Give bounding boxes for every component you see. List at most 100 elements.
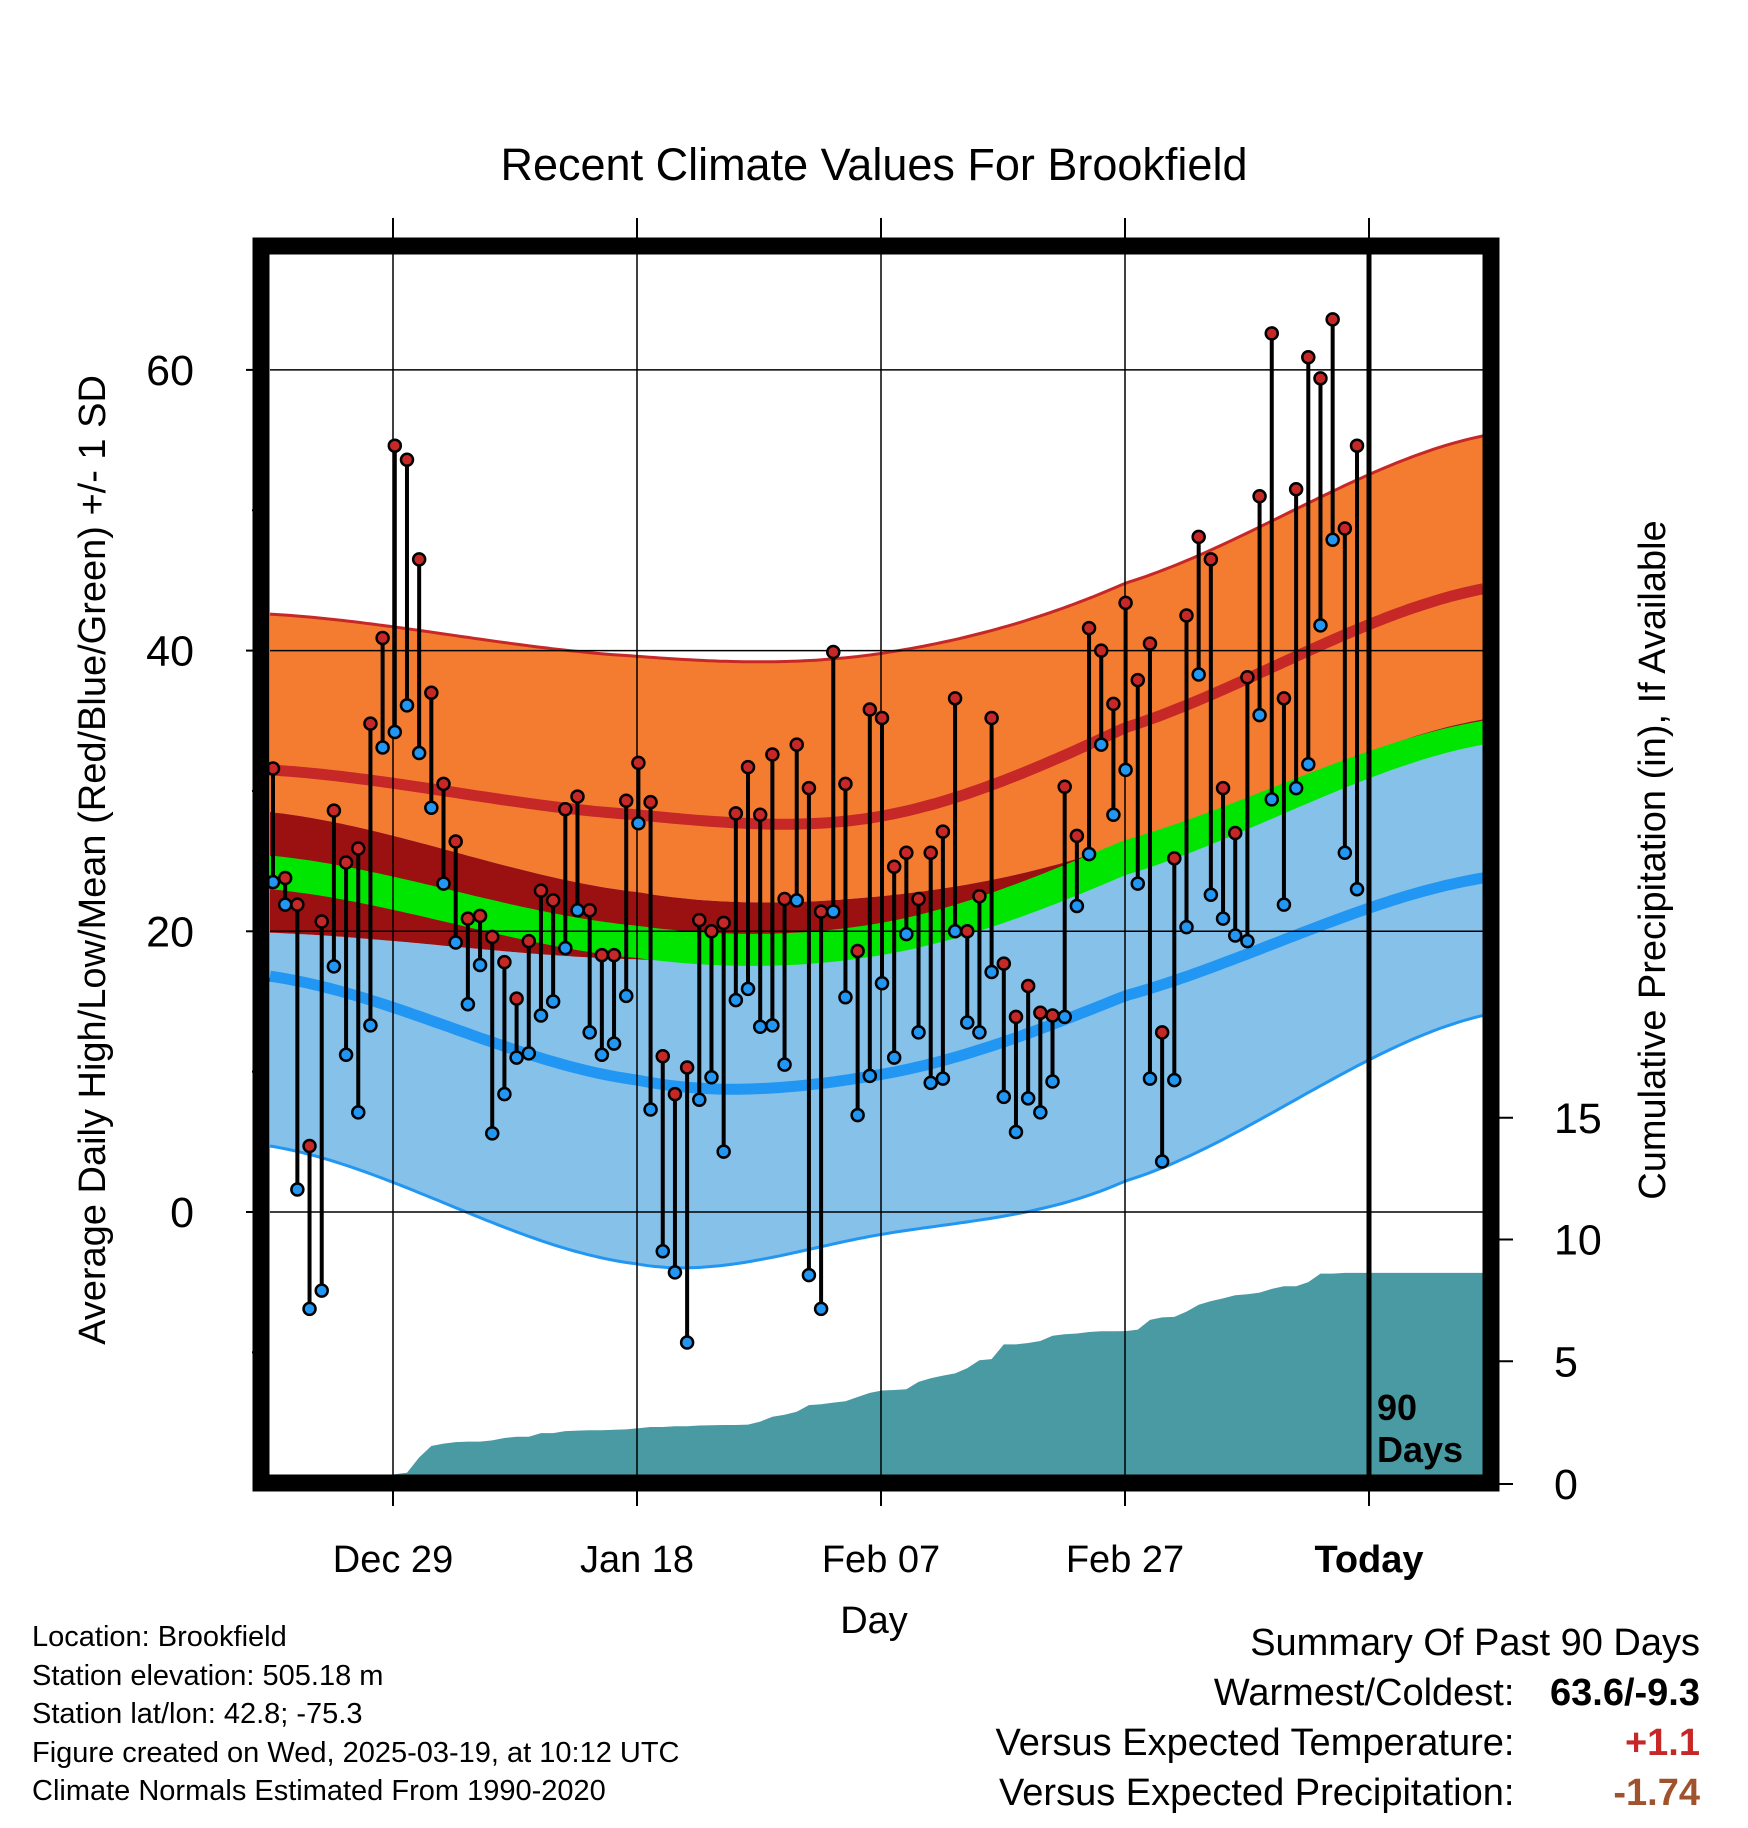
low-point bbox=[436, 876, 451, 891]
precip-row: Versus Expected Precipitation: -1.74 bbox=[996, 1768, 1700, 1818]
summary-panel: Summary Of Past 90 Days Warmest/Coldest:… bbox=[996, 1618, 1700, 1818]
low-point bbox=[1288, 780, 1304, 796]
high-point bbox=[521, 933, 537, 949]
low-point bbox=[424, 800, 439, 816]
location-text: Location: Brookfield bbox=[32, 1621, 287, 1653]
temp-value: +1.1 bbox=[1624, 1722, 1700, 1764]
low-point bbox=[1337, 845, 1353, 860]
low-point bbox=[1240, 933, 1255, 949]
high-point bbox=[1167, 851, 1182, 866]
low-point bbox=[789, 893, 804, 908]
high-point bbox=[399, 452, 415, 467]
high-point bbox=[436, 776, 451, 792]
high-point bbox=[765, 747, 780, 762]
low-point bbox=[314, 1283, 329, 1298]
low-point bbox=[765, 1018, 780, 1033]
x-tick-label: Today bbox=[1314, 1539, 1423, 1581]
low-point bbox=[679, 1335, 695, 1350]
high-point bbox=[387, 438, 403, 453]
warmest-row: Warmest/Coldest: 63.6/-9.3 bbox=[996, 1668, 1700, 1718]
overlap-band bbox=[270, 719, 1483, 963]
normal-high-line bbox=[269, 583, 1485, 830]
low-point bbox=[1325, 532, 1340, 547]
high-point bbox=[972, 888, 987, 904]
high-point bbox=[1191, 529, 1206, 545]
high-point bbox=[777, 891, 792, 907]
low-point bbox=[1227, 928, 1243, 943]
high-point bbox=[533, 883, 549, 898]
high-point bbox=[1179, 608, 1194, 623]
high-point bbox=[886, 859, 902, 874]
low-point bbox=[984, 964, 999, 980]
low-point bbox=[1106, 807, 1121, 823]
high-sd-upper-line bbox=[269, 434, 1484, 664]
low-point bbox=[631, 815, 646, 831]
low-point bbox=[1191, 667, 1206, 682]
high-point bbox=[472, 908, 488, 924]
high-point bbox=[1301, 350, 1316, 365]
low-point bbox=[850, 1107, 865, 1123]
high-point bbox=[1276, 691, 1292, 706]
plot-area bbox=[252, 237, 1500, 1492]
high-point bbox=[1057, 779, 1072, 794]
y-axis-label: Average Daily High/Low/Mean (Red/Blue/Gr… bbox=[72, 375, 114, 1345]
high-point bbox=[1081, 620, 1097, 636]
high-point bbox=[704, 924, 719, 939]
days-marker-label: 90 Days bbox=[1377, 1387, 1463, 1470]
low-point bbox=[399, 698, 415, 713]
low-point bbox=[521, 1046, 537, 1061]
low-point bbox=[716, 1144, 731, 1159]
y2-tick-label: 10 bbox=[1554, 1217, 1602, 1265]
high-point bbox=[716, 915, 731, 931]
high-point bbox=[1093, 643, 1109, 658]
high-point bbox=[1252, 488, 1267, 504]
low-point bbox=[558, 940, 573, 956]
high-point bbox=[448, 834, 463, 849]
high-point bbox=[460, 911, 476, 926]
high-point bbox=[631, 755, 646, 771]
high-point bbox=[509, 991, 524, 1006]
low-point bbox=[1142, 1071, 1158, 1086]
high-point bbox=[1008, 1009, 1024, 1025]
high-point bbox=[874, 710, 890, 726]
low-point bbox=[1118, 762, 1133, 778]
low-point bbox=[1301, 757, 1316, 772]
normal-low-line bbox=[269, 872, 1484, 1095]
high-point bbox=[570, 789, 585, 804]
low-point bbox=[972, 1025, 987, 1040]
y-tick-label: 20 bbox=[146, 908, 194, 956]
high-point bbox=[411, 552, 427, 567]
x-tick-label: Feb 07 bbox=[822, 1539, 940, 1581]
latlon-text: Station lat/lon: 42.8; -75.3 bbox=[32, 1698, 363, 1730]
high-point bbox=[728, 806, 744, 821]
high-point bbox=[606, 947, 622, 963]
high-point bbox=[960, 924, 975, 939]
precip-label: Versus Expected Precipitation: bbox=[999, 1772, 1515, 1814]
x-axis-label: Day bbox=[840, 1600, 908, 1642]
low-point bbox=[1349, 881, 1365, 897]
low-sd-lower-line bbox=[269, 1014, 1484, 1270]
low-point bbox=[1252, 707, 1267, 723]
low-point bbox=[728, 992, 744, 1008]
low-point bbox=[1069, 898, 1085, 914]
low-point bbox=[1057, 1009, 1072, 1025]
high-point bbox=[996, 956, 1012, 971]
low-point bbox=[448, 935, 463, 950]
temp-row: Versus Expected Temperature: +1.1 bbox=[996, 1718, 1700, 1768]
normals-text: Climate Normals Estimated From 1990-2020 bbox=[32, 1775, 606, 1807]
high-point bbox=[618, 793, 634, 809]
low-point bbox=[1313, 618, 1328, 633]
low-point bbox=[509, 1050, 524, 1065]
high-point bbox=[363, 716, 378, 731]
low-point bbox=[996, 1089, 1012, 1105]
y-tick-label: 0 bbox=[170, 1189, 194, 1237]
high-point bbox=[582, 902, 597, 918]
low-point bbox=[692, 1092, 707, 1107]
high-point bbox=[558, 801, 573, 817]
low-point bbox=[363, 1018, 378, 1033]
low-point bbox=[704, 1070, 719, 1085]
summary-title: Summary Of Past 90 Days bbox=[1250, 1622, 1700, 1664]
high-point bbox=[1215, 780, 1231, 796]
low-point bbox=[777, 1057, 792, 1072]
high-point bbox=[1337, 521, 1353, 536]
